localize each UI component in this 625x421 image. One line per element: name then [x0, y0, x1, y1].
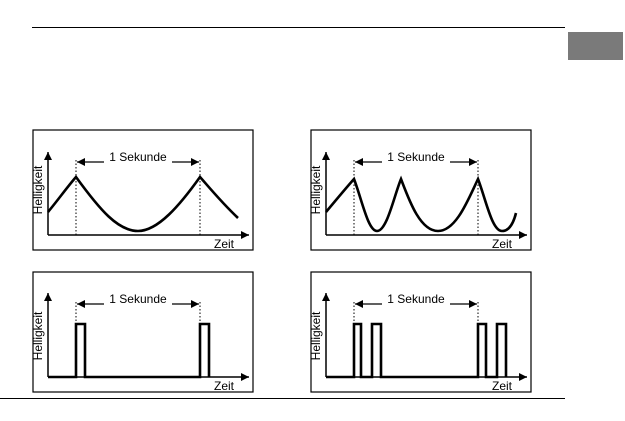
period-label-bg	[382, 293, 450, 306]
brightness-curve	[325, 175, 518, 233]
x-axis-label: Zeit	[214, 379, 235, 393]
x-axis-label: Zeit	[214, 237, 235, 251]
header-rule	[32, 27, 565, 28]
flash-signal	[326, 322, 508, 379]
period-label-bg	[104, 293, 172, 306]
period-label-bg	[104, 151, 172, 164]
y-axis-label: Helligkeit	[309, 311, 323, 360]
diagram-slow-pulse: 1 Sekunde Zeit Helligkeit	[31, 129, 254, 251]
section-tab-marker	[568, 32, 623, 60]
diagram-frame	[310, 129, 532, 251]
y-axis-label: Helligkeit	[31, 311, 45, 360]
y-axis-label: Helligkeit	[309, 165, 323, 214]
footer-rule	[0, 398, 565, 399]
period-label-bg	[382, 151, 450, 164]
period-label: 1 Sekunde	[109, 292, 167, 306]
y-axis-label: Helligkeit	[31, 165, 45, 214]
diagram-frame	[310, 271, 532, 393]
flash-signal	[48, 322, 211, 379]
diagram-frame	[32, 129, 254, 251]
diagram-single-flash: 1 Sekunde Zeit Helligkeit	[31, 271, 254, 393]
period-label: 1 Sekunde	[387, 150, 445, 164]
diagram-frame	[32, 271, 254, 393]
period-label: 1 Sekunde	[109, 150, 167, 164]
period-label: 1 Sekunde	[387, 292, 445, 306]
x-axis-label: Zeit	[492, 379, 513, 393]
diagram-fast-pulse: 1 Sekunde Zeit Helligkeit	[309, 129, 532, 251]
diagram-double-flash: 1 Sekunde Zeit Helligkeit	[309, 271, 532, 393]
x-axis-label: Zeit	[492, 237, 513, 251]
brightness-curve	[47, 174, 239, 233]
